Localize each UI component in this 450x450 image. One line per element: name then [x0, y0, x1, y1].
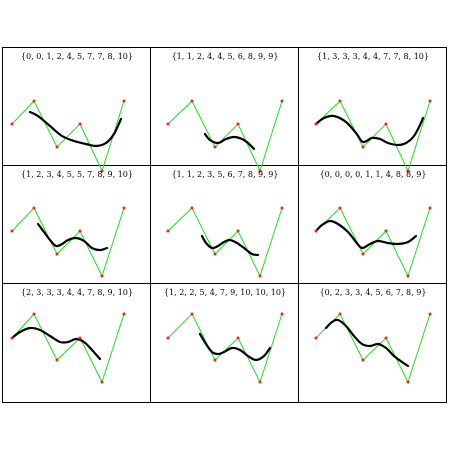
control-point — [213, 358, 217, 362]
control-point — [10, 336, 14, 340]
panel-title: {1, 2, 2, 5, 4, 7, 9, 10, 10, 10} — [164, 288, 286, 297]
control-point — [236, 229, 240, 233]
control-point — [166, 122, 170, 126]
control-point — [166, 229, 170, 233]
panel-3: {1, 3, 3, 3, 4, 4, 7, 7, 8, 10} — [314, 52, 432, 173]
panel-title: {1, 2, 3, 4, 5, 5, 7, 8, 9, 10} — [21, 170, 133, 179]
control-point — [78, 336, 82, 340]
control-point — [280, 99, 284, 103]
bspline-curve — [203, 132, 256, 151]
control-point — [55, 358, 59, 362]
control-polygon — [315, 313, 431, 384]
control-point — [236, 122, 240, 126]
bspline-curve — [36, 222, 109, 252]
bspline-curve — [324, 318, 410, 368]
control-point — [122, 312, 126, 316]
control-point — [190, 312, 194, 316]
control-point — [100, 169, 104, 173]
control-point — [236, 336, 240, 340]
control-point — [55, 145, 59, 149]
panel-2: {1, 1, 2, 4, 4, 5, 6, 8, 9, 9} — [166, 52, 284, 173]
panel-6: {0, 0, 0, 0, 1, 1, 4, 8, 8, 9} — [314, 170, 432, 278]
control-point — [314, 122, 318, 126]
control-point — [10, 122, 14, 126]
control-point — [10, 229, 14, 233]
control-point — [314, 229, 318, 233]
outer-border — [2, 47, 447, 403]
panel-8: {1, 2, 2, 5, 4, 7, 9, 10, 10, 10} — [164, 288, 286, 384]
control-point — [314, 336, 318, 340]
control-point — [122, 206, 126, 210]
panel-9: {0, 2, 3, 3, 4, 5, 6, 7, 8, 9} — [314, 288, 432, 384]
control-point — [258, 380, 262, 384]
panel-title: {0, 2, 3, 3, 4, 5, 6, 7, 8, 9} — [320, 288, 427, 297]
control-point — [361, 252, 365, 256]
control-polygon — [11, 313, 125, 384]
bspline-curve — [200, 234, 260, 257]
control-point — [338, 99, 342, 103]
control-point — [190, 206, 194, 210]
bspline-curve — [314, 219, 418, 250]
panel-title: {1, 1, 2, 3, 5, 6, 7, 8, 9, 9} — [172, 170, 279, 179]
control-point — [384, 336, 388, 340]
control-point — [338, 206, 342, 210]
control-point — [100, 380, 104, 384]
control-point — [166, 336, 170, 340]
control-point — [406, 380, 410, 384]
control-polygon — [167, 100, 283, 173]
bspline-curve — [28, 110, 123, 148]
control-point — [384, 229, 388, 233]
control-point — [213, 145, 217, 149]
control-point — [32, 206, 36, 210]
control-polygon — [167, 313, 283, 384]
control-point — [384, 122, 388, 126]
panel-title: {1, 3, 3, 3, 4, 4, 7, 7, 8, 10} — [317, 52, 429, 61]
panel-7: {2, 3, 3, 3, 4, 4, 7, 8, 9, 10} — [10, 288, 133, 384]
control-point — [122, 99, 126, 103]
bspline-curve — [314, 114, 425, 147]
panel-title: {2, 3, 3, 3, 4, 4, 7, 8, 9, 10} — [21, 288, 133, 297]
control-point — [32, 312, 36, 316]
control-point — [428, 312, 432, 316]
control-polygon — [11, 207, 125, 278]
panel-title: {1, 1, 2, 4, 4, 5, 6, 8, 9, 9} — [172, 52, 279, 61]
control-point — [361, 145, 365, 149]
control-point — [213, 252, 217, 256]
control-point — [280, 206, 284, 210]
bspline-curve — [198, 332, 272, 362]
control-point — [258, 274, 262, 278]
control-point — [78, 122, 82, 126]
control-point — [258, 169, 262, 173]
control-point — [406, 274, 410, 278]
panel-title: {0, 0, 0, 0, 1, 1, 4, 8, 8, 9} — [320, 170, 427, 179]
control-point — [32, 99, 36, 103]
control-polygon — [167, 207, 283, 278]
control-point — [338, 312, 342, 316]
control-point — [280, 312, 284, 316]
control-point — [428, 206, 432, 210]
control-point — [100, 274, 104, 278]
panel-5: {1, 1, 2, 3, 5, 6, 7, 8, 9, 9} — [166, 170, 284, 278]
bspline-curve — [10, 326, 102, 361]
control-point — [406, 169, 410, 173]
control-point — [428, 99, 432, 103]
control-point — [78, 229, 82, 233]
control-polygon — [11, 100, 125, 173]
panel-1: {0, 0, 1, 2, 4, 5, 7, 7, 8, 10} — [10, 52, 133, 173]
control-point — [190, 99, 194, 103]
panel-title: {0, 0, 1, 2, 4, 5, 7, 7, 8, 10} — [21, 52, 133, 61]
control-polygon — [315, 100, 431, 173]
panel-4: {1, 2, 3, 4, 5, 5, 7, 8, 9, 10} — [10, 170, 133, 278]
control-point — [55, 252, 59, 256]
control-point — [361, 358, 365, 362]
